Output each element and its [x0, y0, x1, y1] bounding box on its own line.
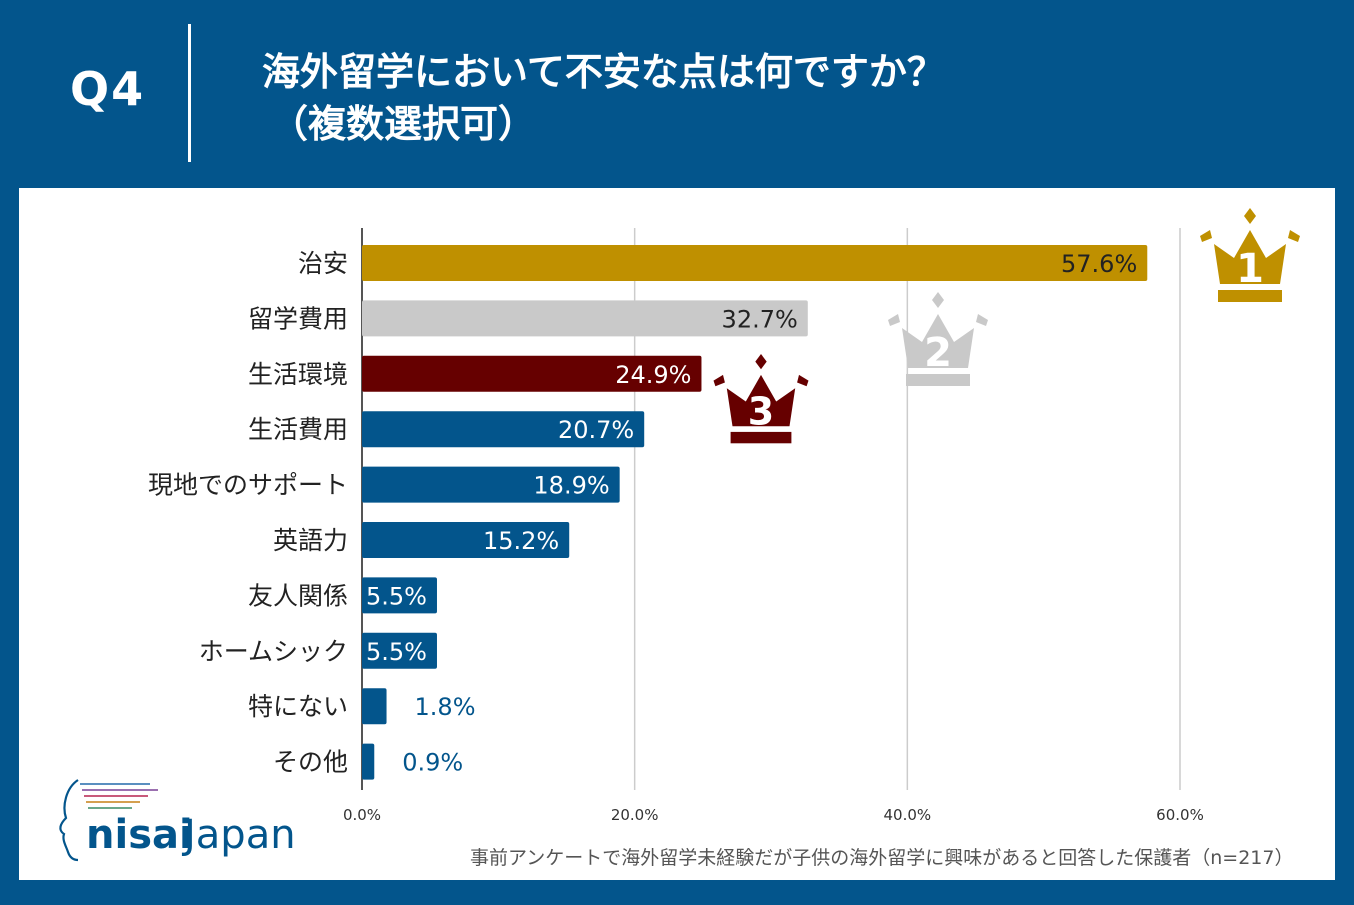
- data-label: 20.7%: [558, 416, 634, 444]
- crown-jewel: [932, 292, 944, 308]
- crown-jewel: [976, 314, 988, 326]
- bar: [362, 245, 1148, 281]
- crown-jewel: [755, 354, 767, 370]
- footnote: 事前アンケートで海外留学未経験だが子供の海外留学に興味があると回答した保護者（n…: [470, 847, 1294, 869]
- category-label: その他: [273, 748, 348, 777]
- crown-rank-number: 3: [748, 389, 774, 433]
- bar: [362, 300, 808, 337]
- crown-jewel: [1288, 230, 1300, 242]
- crown-jewel: [713, 374, 725, 387]
- data-label: 15.2%: [483, 527, 559, 555]
- bar: [362, 577, 437, 614]
- data-label: 1.8%: [415, 693, 476, 721]
- x-tick-label: 0.0%: [343, 806, 381, 824]
- x-tick-label: 20.0%: [611, 806, 659, 824]
- x-tick-label: 60.0%: [1156, 806, 1204, 824]
- crown-rank-number: 2: [924, 330, 952, 376]
- data-label: 5.5%: [366, 582, 427, 610]
- category-label: 特にない: [248, 692, 348, 721]
- category-label: 生活環境: [248, 360, 348, 389]
- crown-icon: 1: [1200, 208, 1300, 302]
- category-label: 生活費用: [248, 415, 348, 444]
- category-label: ホームシック: [199, 637, 348, 666]
- data-label: 5.5%: [366, 638, 427, 666]
- crown-base: [1218, 290, 1282, 302]
- crown-jewel: [1200, 230, 1212, 242]
- logo-text-japan: Japan: [181, 812, 296, 858]
- header-divider: [188, 24, 191, 162]
- header: Q4 海外留学において不安な点は何ですか？ （複数選択可）: [0, 0, 1354, 188]
- crown-body: [902, 314, 974, 368]
- bar: [362, 688, 387, 725]
- bar: [362, 355, 702, 392]
- crown-jewel: [797, 374, 809, 387]
- category-label: 友人関係: [248, 581, 348, 610]
- logo-profile-icon: [59, 779, 79, 862]
- crown-icon: 2: [888, 292, 988, 386]
- bar: [362, 411, 645, 448]
- bar: [362, 743, 375, 780]
- category-label: 治安: [298, 249, 348, 278]
- data-label: 0.9%: [402, 749, 463, 777]
- crown-body: [726, 374, 796, 427]
- x-tick-label: 40.0%: [884, 806, 932, 824]
- crown-jewel: [888, 314, 900, 326]
- data-label: 18.9%: [533, 472, 609, 500]
- category-label: 英語力: [273, 526, 348, 555]
- chart-title: 海外留学において不安な点は何ですか？ （複数選択可）: [262, 46, 945, 150]
- crown-jewel: [1244, 208, 1256, 224]
- category-label: 現地でのサポート: [148, 471, 348, 500]
- bar: [362, 522, 570, 558]
- crown-base: [730, 431, 792, 444]
- question-number: Q4: [70, 62, 146, 116]
- crown-rank-number: 1: [1236, 246, 1264, 292]
- crown-icon: 3: [713, 354, 809, 444]
- title-line-2: （複数選択可）: [270, 102, 537, 146]
- bar: [362, 632, 437, 669]
- category-label: 留学費用: [248, 304, 348, 333]
- data-label: 32.7%: [722, 305, 798, 333]
- data-label: 57.6%: [1061, 250, 1137, 278]
- data-label: 24.9%: [615, 361, 691, 389]
- bar: [362, 466, 620, 503]
- crown-base: [906, 374, 970, 386]
- title-line-1: 海外留学において不安な点は何ですか？: [262, 50, 945, 94]
- logo-text-nisai: nisai: [86, 812, 193, 858]
- crown-body: [1214, 230, 1286, 284]
